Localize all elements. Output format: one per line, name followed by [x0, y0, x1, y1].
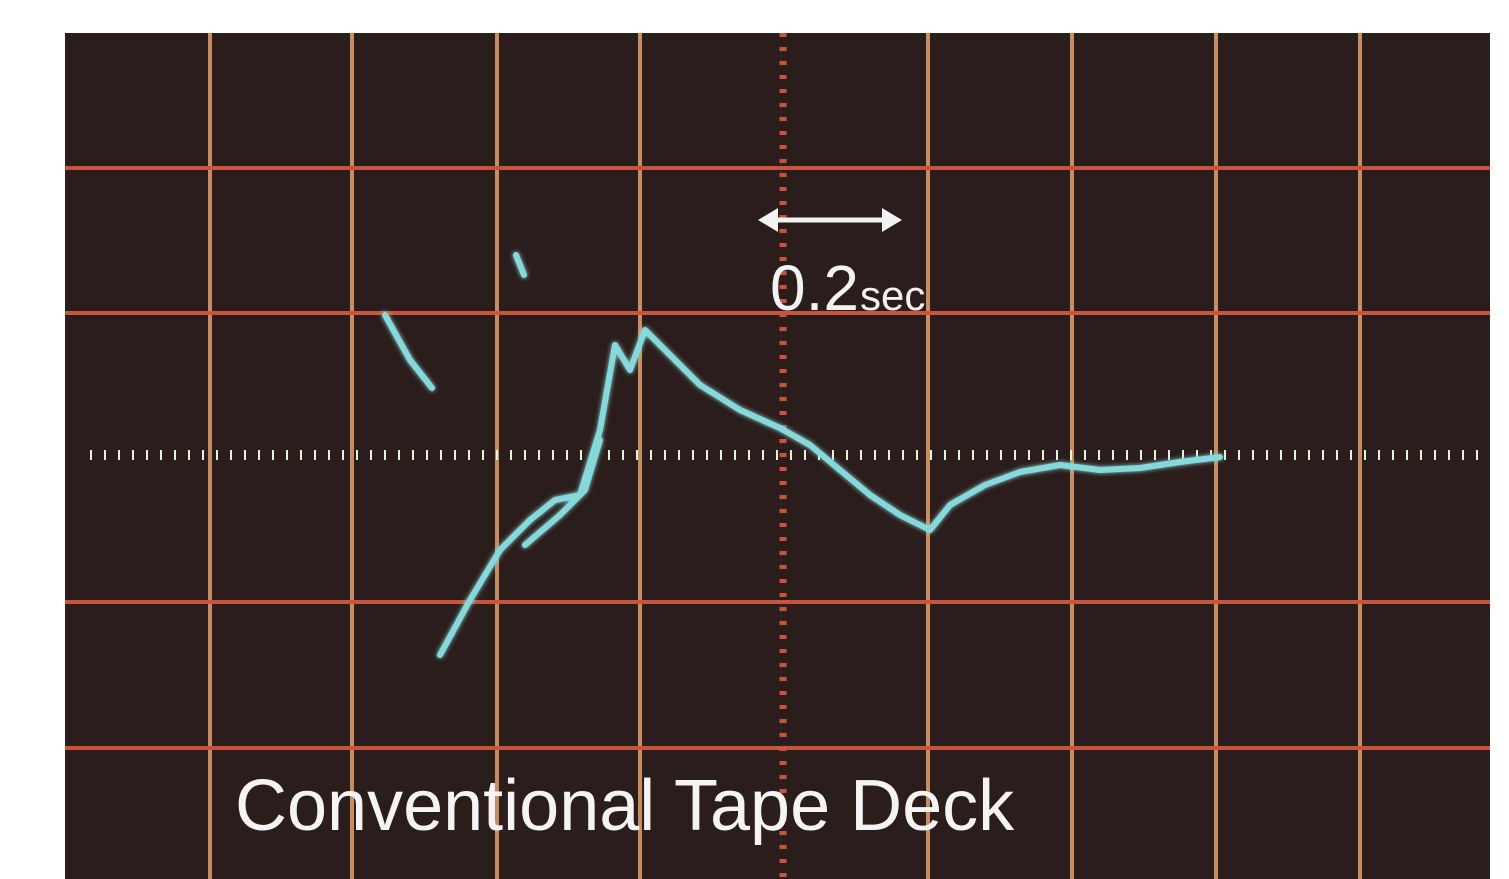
waveform [382, 252, 1223, 658]
scale-unit: sec [860, 272, 925, 319]
caption: Conventional Tape Deck [235, 766, 1015, 846]
scale-arrow [758, 208, 902, 232]
scale-value: 0.2 [770, 252, 859, 324]
